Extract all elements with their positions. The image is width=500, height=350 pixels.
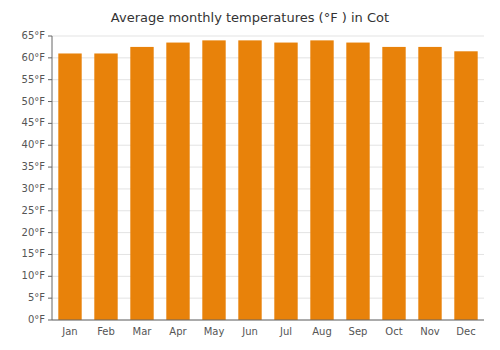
y-tick	[48, 57, 52, 58]
chart: 0°F 5°F 10°F 15°F 20°F 25°F 30°F 35°F 40°F 45°F 50…	[0, 0, 500, 350]
x-tick-label: Feb	[97, 326, 115, 337]
y-tick-label: 55°F	[22, 74, 46, 85]
y-tick	[48, 123, 52, 124]
bar	[166, 43, 189, 320]
y-tick-label: 25°F	[22, 205, 46, 216]
bar	[58, 53, 81, 320]
x-tick-label: May	[204, 326, 225, 337]
y-tick	[48, 79, 52, 80]
y-tick-label: 5°F	[28, 292, 45, 303]
y-tick-label: 20°F	[22, 227, 46, 238]
y-axis: 0°F 5°F 10°F 15°F 20°F 25°F 30°F 35°F 40°F 45°F 50…	[22, 30, 52, 325]
bar	[202, 40, 225, 320]
x-axis: Jan Feb Mar Apr May Jun Jul Aug Sep Oct Nov Dec	[61, 326, 475, 337]
y-tick-label: 30°F	[22, 183, 46, 194]
y-tick-label: 10°F	[22, 270, 46, 281]
grid-line	[52, 36, 484, 37]
y-tick	[48, 298, 52, 299]
bar	[274, 43, 297, 320]
grid	[52, 36, 484, 320]
y-tick-label: 45°F	[22, 117, 46, 128]
x-tick-label: Nov	[420, 326, 440, 337]
bar	[418, 47, 441, 320]
y-tick	[48, 36, 52, 37]
chart-container: 0°F 5°F 10°F 15°F 20°F 25°F 30°F 35°F 40°F 45°F 50…	[0, 0, 500, 350]
x-tick-label: Jul	[279, 326, 292, 337]
y-tick	[48, 276, 52, 277]
x-tick-label: Aug	[312, 326, 332, 337]
bar	[94, 53, 117, 320]
bars	[58, 40, 477, 320]
y-tick-label: 60°F	[22, 52, 46, 63]
y-tick	[48, 210, 52, 211]
y-tick-label: 15°F	[22, 248, 46, 259]
y-tick-label: 0°F	[28, 314, 45, 325]
x-tick-label: Jun	[241, 326, 258, 337]
grid-line	[52, 320, 484, 321]
y-tick-label: 65°F	[22, 30, 46, 41]
x-tick-label: Sep	[349, 326, 368, 337]
bar	[238, 40, 261, 320]
title: Average monthly temperatures (°F ) in Co…	[111, 10, 389, 25]
x-tick-label: Oct	[385, 326, 402, 337]
bar	[310, 40, 333, 320]
y-axis-line	[52, 36, 53, 320]
x-tick-label: Apr	[169, 326, 187, 337]
y-tick-label: 40°F	[22, 139, 46, 150]
y-tick-label: 35°F	[22, 161, 46, 172]
y-tick	[48, 167, 52, 168]
bar	[454, 51, 477, 320]
x-tick-label: Jan	[61, 326, 77, 337]
bar	[382, 47, 405, 320]
y-tick	[48, 101, 52, 102]
bar	[130, 47, 153, 320]
x-tick-label: Dec	[456, 326, 475, 337]
x-tick-label: Mar	[133, 326, 153, 337]
y-tick-label: 50°F	[22, 96, 46, 107]
y-tick	[48, 188, 52, 189]
y-tick	[48, 320, 52, 321]
y-tick	[48, 232, 52, 233]
y-tick	[48, 254, 52, 255]
y-tick	[48, 145, 52, 146]
bar	[346, 43, 369, 320]
x-axis-line	[52, 320, 484, 321]
